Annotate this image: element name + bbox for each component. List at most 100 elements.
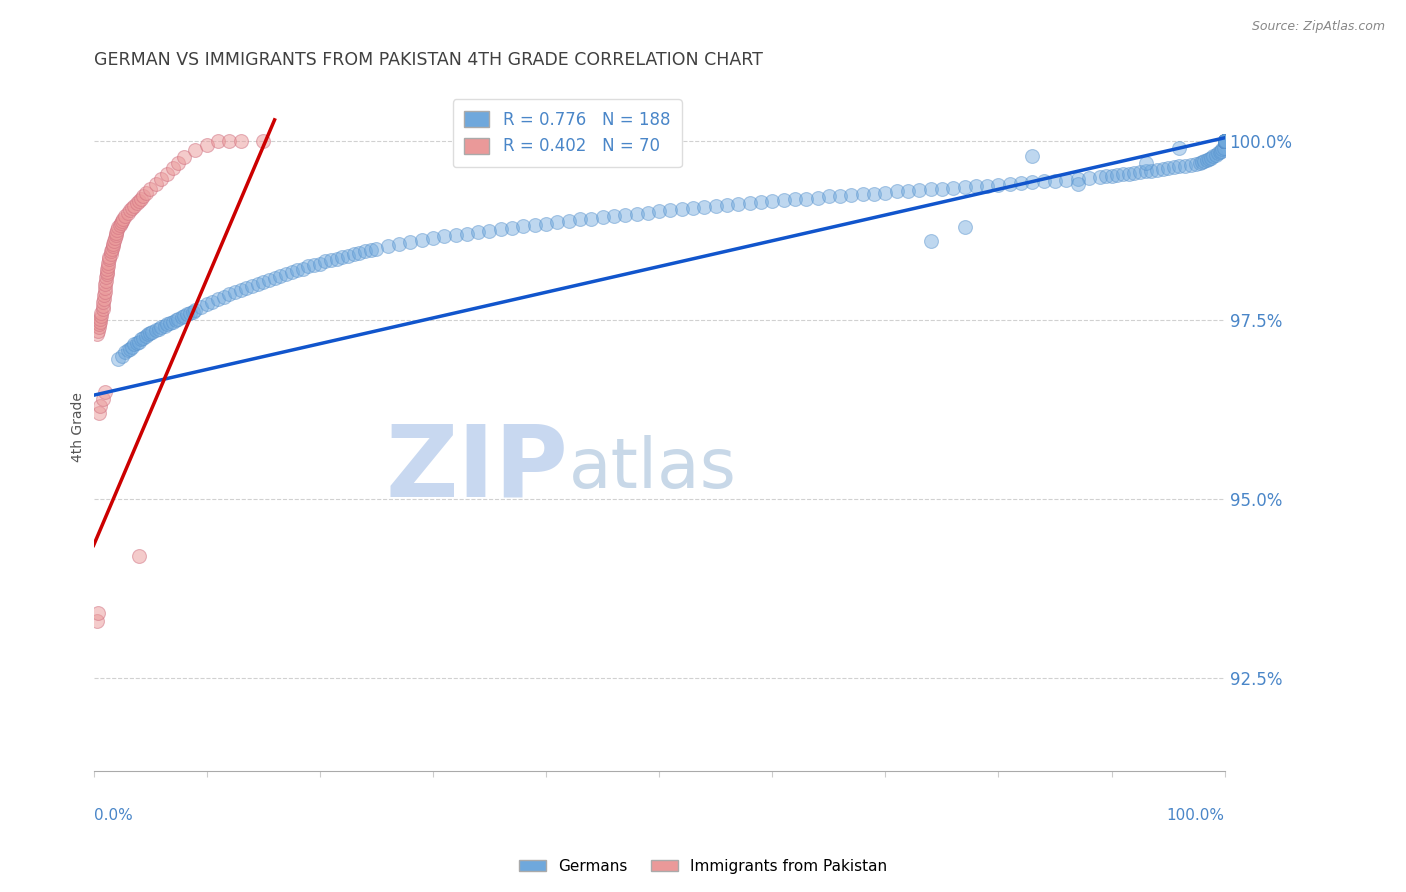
Point [920, 182, 942, 196]
Point [207, 134, 229, 148]
Point [953, 220, 976, 235]
Point [263, 271, 285, 285]
Point [128, 194, 150, 208]
Point [1213, 134, 1236, 148]
Point [1213, 134, 1236, 148]
Point [87, 607, 110, 621]
Point [108, 218, 131, 232]
Point [1129, 165, 1152, 179]
Point [1107, 168, 1129, 182]
Point [761, 194, 783, 209]
Point [1213, 134, 1236, 148]
Point [1213, 134, 1236, 148]
Point [1213, 134, 1236, 148]
Point [1188, 156, 1211, 170]
Point [1213, 134, 1236, 148]
Point [806, 191, 828, 205]
Point [1213, 134, 1236, 148]
Point [170, 310, 193, 325]
Legend: Germans, Immigrants from Pakistan: Germans, Immigrants from Pakistan [512, 853, 894, 880]
Point [90, 306, 112, 320]
Point [1213, 134, 1236, 148]
Point [794, 192, 817, 206]
Point [1101, 169, 1123, 183]
Point [150, 320, 173, 334]
Point [97, 256, 120, 270]
Point [727, 197, 749, 211]
Point [1211, 142, 1233, 156]
Point [433, 229, 456, 244]
Point [920, 235, 942, 249]
Point [118, 202, 141, 217]
Point [366, 242, 388, 256]
Point [118, 342, 141, 356]
Point [648, 204, 671, 219]
Text: atlas: atlas [568, 435, 737, 502]
Point [422, 231, 444, 245]
Point [1199, 151, 1222, 165]
Point [103, 234, 125, 248]
Point [976, 178, 998, 193]
Point [114, 345, 136, 359]
Point [136, 327, 159, 342]
Point [1174, 159, 1197, 173]
Point [100, 244, 122, 259]
Point [875, 186, 897, 200]
Point [285, 263, 308, 277]
Point [91, 392, 114, 406]
Point [411, 233, 433, 247]
Point [201, 294, 224, 309]
Point [150, 171, 173, 186]
Point [1146, 163, 1168, 178]
Point [1140, 163, 1163, 178]
Point [523, 218, 546, 232]
Point [1066, 172, 1088, 186]
Point [478, 224, 501, 238]
Point [252, 134, 274, 148]
Point [1123, 166, 1146, 180]
Point [89, 406, 111, 420]
Point [96, 268, 118, 282]
Point [101, 236, 124, 251]
Point [1213, 134, 1236, 148]
Point [89, 320, 111, 334]
Point [671, 202, 693, 217]
Point [148, 322, 170, 336]
Point [114, 209, 136, 223]
Point [1206, 146, 1229, 161]
Point [444, 227, 467, 242]
Point [97, 259, 120, 273]
Point [139, 182, 162, 196]
Point [1213, 134, 1236, 148]
Point [592, 210, 614, 224]
Point [1213, 134, 1236, 148]
Point [557, 213, 579, 227]
Point [704, 199, 727, 213]
Point [145, 178, 167, 192]
Point [100, 247, 122, 261]
Point [1118, 167, 1140, 181]
Point [224, 285, 246, 300]
Point [1095, 169, 1118, 184]
Point [96, 264, 118, 278]
Point [332, 250, 354, 264]
Point [90, 309, 112, 323]
Point [1213, 134, 1236, 148]
Point [953, 180, 976, 194]
Point [360, 243, 382, 257]
Text: 0.0%: 0.0% [94, 808, 132, 823]
Point [302, 258, 325, 272]
Point [1078, 170, 1101, 185]
Point [291, 261, 314, 276]
Point [229, 283, 252, 297]
Point [162, 161, 184, 175]
Point [1112, 167, 1135, 181]
Point [117, 206, 139, 220]
Point [132, 331, 155, 345]
Point [337, 249, 360, 263]
Point [128, 549, 150, 563]
Point [1202, 149, 1225, 163]
Point [1180, 158, 1202, 172]
Point [139, 326, 162, 340]
Point [1213, 134, 1236, 148]
